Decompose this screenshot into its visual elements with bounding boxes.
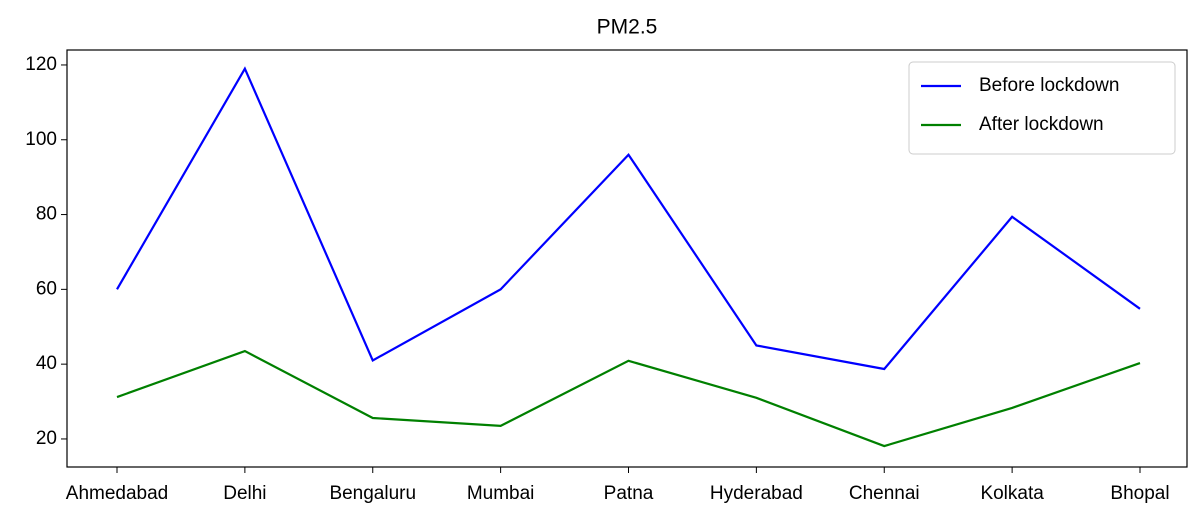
x-tick-label: Hyderabad <box>710 483 803 504</box>
plot-frame <box>66 49 1188 468</box>
x-tick-label: Kolkata <box>980 483 1044 504</box>
legend-label: After lockdown <box>979 114 1104 135</box>
x-tick-label: Chennai <box>849 483 920 504</box>
series-line <box>116 349 1141 448</box>
y-tick-label: 120 <box>25 54 57 75</box>
chart-title: PM2.5 <box>597 16 658 39</box>
series-line <box>116 66 1141 371</box>
x-tick-label: Delhi <box>223 483 266 504</box>
legend-label: Before lockdown <box>979 75 1119 96</box>
y-tick-label: 40 <box>36 353 57 374</box>
y-tick-label: 20 <box>36 428 57 449</box>
x-tick-label: Bhopal <box>1110 483 1169 504</box>
y-tick-label: 60 <box>36 278 57 299</box>
legend-box <box>908 61 1176 155</box>
x-tick-label: Ahmedabad <box>66 483 168 504</box>
y-tick-label: 100 <box>25 129 57 150</box>
x-tick-label: Mumbai <box>467 483 535 504</box>
x-tick-label: Patna <box>604 483 654 504</box>
x-tick-label: Bengaluru <box>329 483 416 504</box>
y-tick-label: 80 <box>36 204 57 225</box>
legend: Before lockdown After lockdown <box>908 61 1176 155</box>
